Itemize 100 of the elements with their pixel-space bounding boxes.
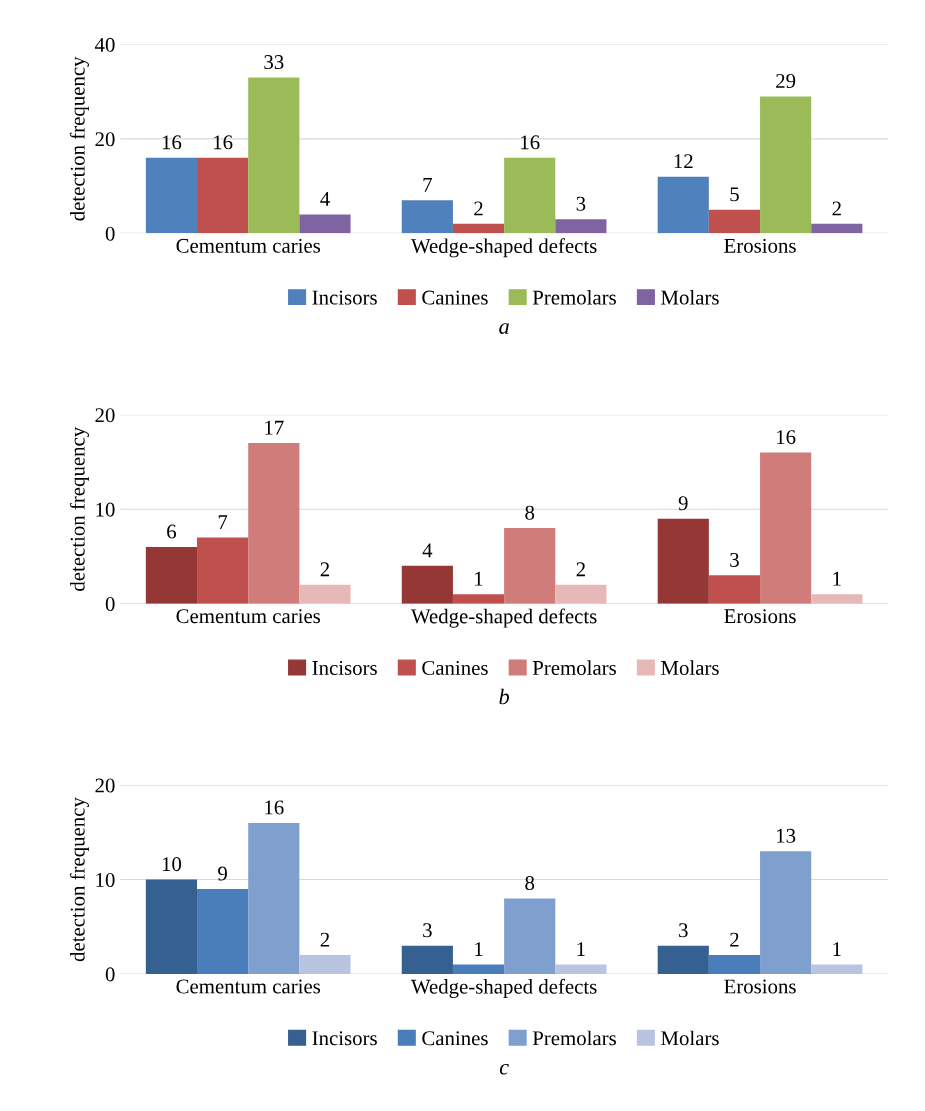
legend-label: Canines [422, 1031, 488, 1046]
data-label: 33 [264, 55, 284, 70]
data-label: 8 [525, 505, 535, 520]
x-tick-label: Erosions [724, 609, 796, 624]
data-label: 2 [320, 562, 330, 577]
data-label: 6 [167, 524, 177, 539]
legend-label: Premolars [532, 660, 616, 675]
data-label: 7 [218, 515, 228, 529]
bar [555, 219, 607, 234]
data-label: 10 [162, 857, 182, 872]
data-label: 3 [679, 923, 688, 938]
bar [504, 898, 556, 974]
x-tick-label: Cementum caries [176, 609, 321, 624]
bar [555, 584, 607, 604]
bar [299, 955, 351, 974]
bar [708, 575, 761, 604]
bar [145, 157, 198, 234]
data-label: 3 [576, 196, 586, 211]
bar [299, 584, 351, 604]
bar [760, 96, 812, 234]
y-tick-label: 0 [105, 597, 115, 612]
data-label: 4 [320, 192, 330, 206]
data-label: 3 [730, 552, 739, 567]
x-tick-label: Cementum caries [176, 979, 321, 994]
x-tick-label: Erosions [724, 238, 796, 253]
data-label: 17 [265, 420, 284, 435]
data-label: 4 [422, 543, 433, 558]
data-label: 3 [423, 923, 432, 938]
legend-label: Premolars [532, 1030, 616, 1046]
x-tick-label: Cementum caries [176, 238, 321, 253]
y-tick-label: 20 [95, 408, 115, 423]
y-axis-title: detection frequency [69, 426, 89, 591]
data-label: 1 [475, 942, 483, 956]
bar [145, 546, 198, 604]
legend-label: Canines [422, 660, 488, 675]
y-tick-label: 20 [95, 778, 115, 793]
legend-label: Molars [661, 289, 719, 305]
data-label: 29 [776, 73, 796, 88]
bar [299, 214, 351, 234]
legend-label: Premolars [532, 289, 616, 305]
data-label: 1 [833, 942, 841, 956]
bar [657, 176, 709, 234]
data-label: 2 [576, 562, 585, 577]
data-label: 16 [265, 800, 284, 815]
bar [248, 443, 300, 604]
bar [760, 851, 812, 974]
bar [811, 964, 863, 974]
data-label: 9 [678, 496, 688, 511]
data-label: 2 [832, 201, 841, 216]
data-label: 7 [423, 178, 432, 192]
bar [197, 888, 249, 974]
y-tick-label: 40 [94, 37, 115, 52]
legend-label: Molars [661, 660, 719, 675]
bar [248, 77, 300, 234]
data-label: 16 [162, 135, 182, 150]
data-label: 16 [521, 135, 540, 150]
legend-label: Incisors [312, 1031, 377, 1046]
y-axis-title: detection frequency [69, 797, 89, 962]
bar [708, 209, 761, 234]
bar [657, 518, 709, 604]
bar [811, 594, 863, 604]
bar [811, 223, 863, 234]
text: c [499, 1063, 509, 1075]
data-label: 16 [214, 135, 233, 150]
bar [197, 157, 249, 234]
data-label: 5 [730, 187, 739, 202]
bar [504, 157, 556, 234]
y-tick-label: 20 [95, 132, 115, 147]
bar [657, 945, 709, 974]
bar [197, 537, 249, 604]
bar [401, 200, 453, 234]
data-label: 2 [474, 201, 483, 216]
y-tick-label: 10 [96, 872, 115, 887]
x-tick-label: Wedge-shaped defects [410, 978, 597, 998]
bar [555, 964, 607, 974]
data-label: 1 [833, 571, 841, 586]
data-label: 13 [777, 828, 796, 843]
data-label: 16 [777, 430, 796, 445]
x-tick-label: Wedge-shaped defects [410, 238, 597, 258]
y-tick-label: 0 [105, 226, 115, 241]
data-label: 2 [730, 932, 739, 947]
data-label: 2 [320, 932, 330, 947]
text: a [499, 323, 509, 334]
bar [248, 822, 300, 974]
bar [708, 955, 761, 974]
bar [145, 879, 198, 974]
data-label: 1 [475, 571, 483, 586]
bar [401, 565, 453, 604]
text: b [499, 688, 510, 705]
legend-label: Incisors [312, 660, 377, 675]
bar [452, 594, 505, 604]
legend-label: Incisors [312, 290, 377, 305]
bar [452, 964, 505, 974]
y-axis-title: detection frequency [69, 56, 89, 221]
data-label: 1 [577, 942, 585, 956]
data-label: 9 [218, 866, 227, 881]
bar [452, 223, 505, 234]
y-tick-label: 0 [105, 967, 115, 982]
y-tick-label: 10 [96, 502, 115, 517]
x-tick-label: Erosions [724, 979, 796, 994]
